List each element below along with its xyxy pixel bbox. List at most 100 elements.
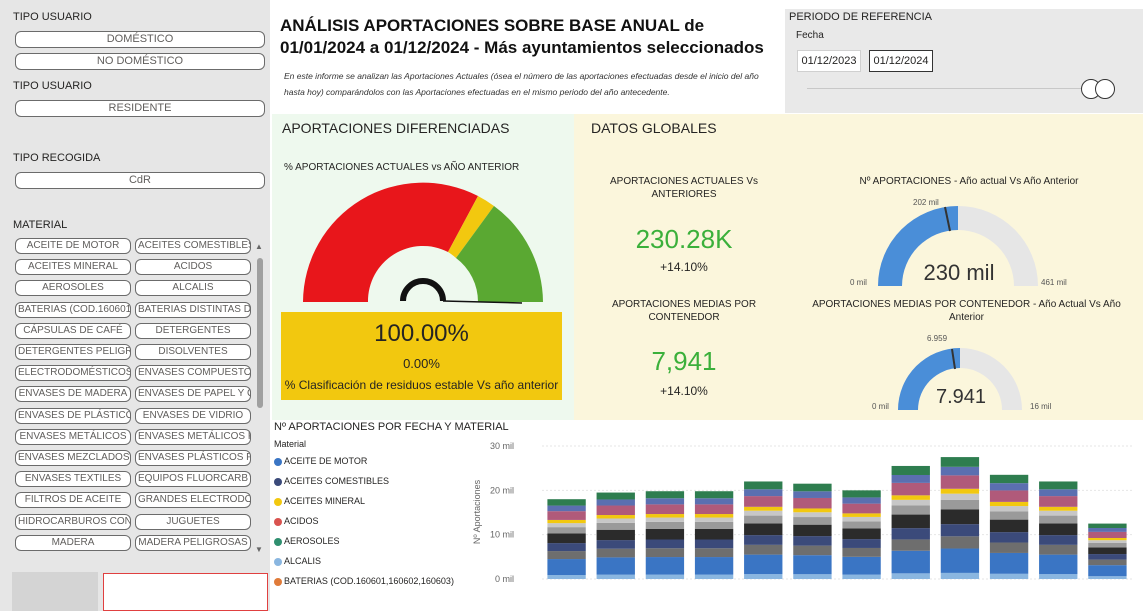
material-option[interactable]: MADERA (15, 534, 131, 551)
bar-segment[interactable] (694, 557, 734, 575)
bar-segment[interactable] (793, 508, 832, 513)
slicer-cdr[interactable]: CdR (15, 172, 265, 189)
bar-segment[interactable] (793, 512, 832, 518)
bar-segment[interactable] (694, 528, 734, 540)
bar-segment[interactable] (1039, 515, 1078, 524)
bar-segment[interactable] (1088, 559, 1127, 566)
bar-segment[interactable] (596, 492, 635, 500)
bar-segment[interactable] (645, 539, 685, 549)
bar-segment[interactable] (694, 548, 734, 558)
scroll-thumb[interactable] (257, 258, 263, 408)
material-option[interactable]: ACEITES MINERAL (15, 259, 131, 276)
bar-segment[interactable] (940, 488, 980, 494)
material-option[interactable]: DETERGENTES PELIGR (15, 344, 131, 360)
material-option[interactable]: ENVASES TEXTILES (15, 471, 131, 488)
bar-segment[interactable] (793, 517, 832, 525)
bar-segment[interactable] (596, 548, 635, 558)
bar-segment[interactable] (744, 489, 783, 497)
bar-segment[interactable] (989, 532, 1029, 543)
material-option[interactable]: HIDROCARBUROS CON (15, 513, 131, 530)
bar-segment[interactable] (842, 513, 881, 517)
bar-segment[interactable] (596, 499, 635, 506)
bar-segment[interactable] (744, 554, 783, 575)
bar-segment[interactable] (1088, 542, 1127, 548)
bar-segment[interactable] (1088, 531, 1127, 538)
bar-segment[interactable] (891, 465, 930, 475)
bar-segment[interactable] (842, 516, 881, 522)
material-option[interactable]: ACEITES COMESTIBLES (135, 238, 251, 254)
bar-segment[interactable] (989, 573, 1029, 579)
bar-segment[interactable] (596, 522, 635, 530)
bar-segment[interactable] (744, 510, 783, 516)
date-slider-track[interactable] (807, 88, 1107, 89)
bar-segment[interactable] (842, 503, 881, 514)
bar-segment[interactable] (645, 517, 685, 522)
bar-segment[interactable] (989, 552, 1029, 574)
bar-segment[interactable] (891, 482, 930, 496)
bar-segment[interactable] (744, 535, 783, 545)
material-option[interactable]: BATERIAS (COD.160601 (15, 301, 131, 318)
bar-segment[interactable] (596, 518, 635, 523)
bar-segment[interactable] (891, 573, 930, 579)
bar-segment[interactable] (940, 493, 980, 500)
bar-segment[interactable] (1039, 510, 1078, 516)
bar-segment[interactable] (744, 496, 783, 507)
nav-button[interactable] (12, 572, 98, 611)
bar-segment[interactable] (793, 524, 832, 537)
scroll-down-icon[interactable]: ▼ (255, 545, 263, 554)
bar-segment[interactable] (1088, 528, 1127, 532)
bar-segment[interactable] (842, 528, 881, 540)
bar-segment[interactable] (1088, 540, 1127, 543)
bar-segment[interactable] (694, 504, 734, 515)
material-option[interactable]: AEROSOLES (15, 280, 131, 297)
material-option[interactable]: DETERGENTES (135, 322, 251, 339)
bar-segment[interactable] (940, 475, 980, 489)
bar-segment[interactable] (694, 498, 734, 505)
bar-segment[interactable] (744, 515, 783, 524)
bar-segment[interactable] (645, 548, 685, 558)
material-option[interactable]: BATERIAS DISTINTAS DE (135, 301, 251, 318)
legend-item[interactable]: ACEITES COMESTIBLES (274, 476, 389, 486)
bar-segment[interactable] (744, 481, 783, 490)
bar-segment[interactable] (891, 495, 930, 500)
bar-segment[interactable] (1039, 489, 1078, 497)
bar-segment[interactable] (989, 511, 1029, 520)
start-date-input[interactable]: 01/12/2023 (797, 50, 861, 72)
material-option[interactable]: ENVASES PLÁSTICOS P (135, 450, 251, 466)
bar-segment[interactable] (989, 501, 1029, 507)
slider-end-handle[interactable] (1095, 79, 1115, 99)
bar-segment[interactable] (694, 517, 734, 522)
bar-segment[interactable] (694, 514, 734, 518)
bar-segment[interactable] (547, 527, 586, 534)
bar-segment[interactable] (1088, 537, 1127, 541)
slicer-residente[interactable]: RESIDENTE (15, 100, 265, 117)
material-option[interactable]: CÁPSULAS DE CAFÉ (15, 322, 131, 339)
bar-segment[interactable] (1088, 565, 1127, 577)
bar-segment[interactable] (891, 505, 930, 515)
legend-item[interactable]: ACEITES MINERAL (274, 496, 365, 506)
bar-segment[interactable] (842, 539, 881, 548)
bar-segment[interactable] (547, 511, 586, 520)
bar-segment[interactable] (842, 556, 881, 575)
bar-segment[interactable] (645, 491, 685, 499)
dropdown-box[interactable] (103, 573, 268, 611)
bar-segment[interactable] (1088, 576, 1127, 579)
bar-segment[interactable] (596, 515, 635, 519)
bar-segment[interactable] (547, 533, 586, 544)
slicer-domestico[interactable]: DOMÉSTICO (15, 31, 265, 48)
bar-segment[interactable] (891, 499, 930, 506)
bar-segment[interactable] (989, 490, 1029, 502)
bar-segment[interactable] (645, 514, 685, 518)
material-option[interactable]: JUGUETES (135, 513, 251, 530)
bar-segment[interactable] (940, 457, 980, 467)
bar-segment[interactable] (842, 521, 881, 529)
material-option[interactable]: ACEITE DE MOTOR (15, 238, 131, 254)
bar-segment[interactable] (547, 543, 586, 552)
bar-segment[interactable] (1088, 523, 1127, 529)
bar-segment[interactable] (645, 574, 685, 579)
bar-segment[interactable] (694, 539, 734, 549)
bar-segment[interactable] (1088, 554, 1127, 560)
bar-segment[interactable] (596, 540, 635, 549)
material-option[interactable]: MADERA PELIGROSAS (135, 534, 251, 551)
bar-segment[interactable] (842, 574, 881, 579)
